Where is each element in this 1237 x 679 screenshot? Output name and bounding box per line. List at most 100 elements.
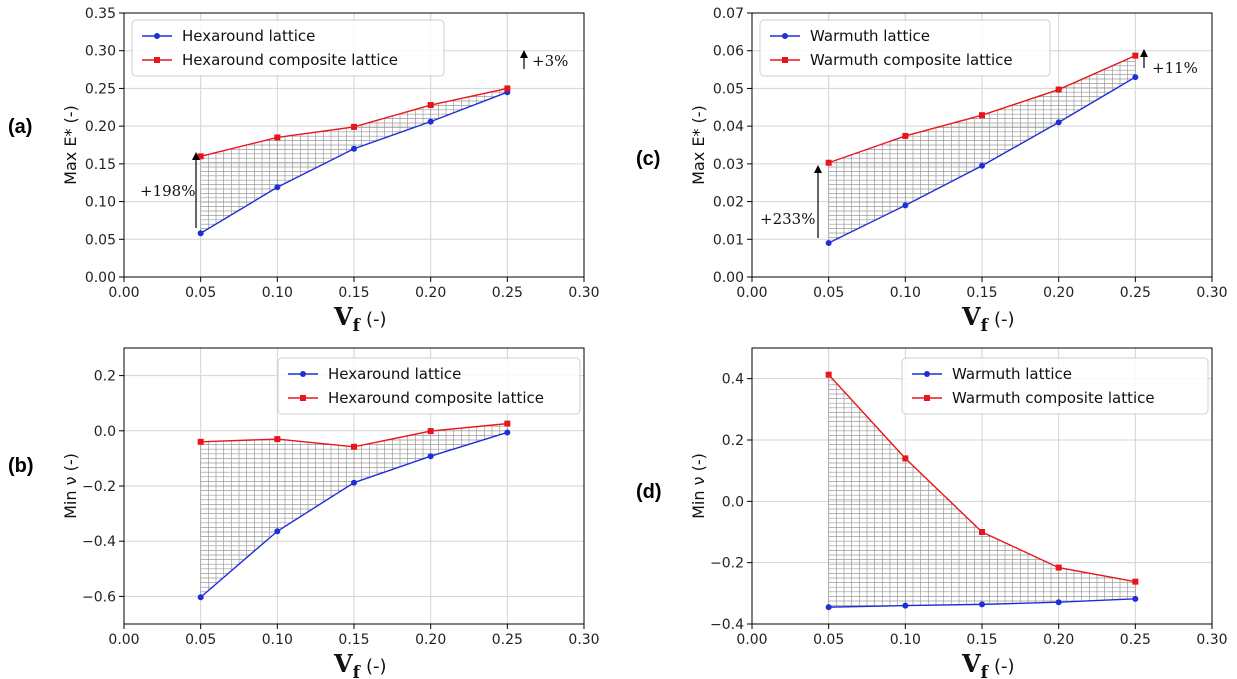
y-tick-label: 0.10 — [85, 195, 116, 211]
legend-marker-1 — [154, 57, 160, 63]
series-point-0-3 — [427, 453, 434, 460]
y-tick-label: −0.4 — [710, 617, 744, 633]
series-point-1-2 — [979, 112, 985, 119]
annotation-arrow-head — [814, 165, 822, 173]
x-axis-label: Vf (-) — [333, 302, 387, 336]
y-tick-label: 0.15 — [85, 157, 116, 173]
panel-label-d: (d) — [636, 481, 662, 503]
x-axis-label-unit: (-) — [994, 656, 1015, 677]
legend-box — [759, 19, 1051, 77]
x-tick-label: 0.30 — [568, 285, 599, 301]
y-axis-label: Max E* (-) — [689, 105, 708, 185]
x-tick-label: 0.10 — [890, 285, 921, 301]
legend-label-1: Hexaround composite lattice — [182, 51, 398, 69]
y-tick-label: 0.0 — [722, 494, 744, 510]
series-point-1-3 — [1055, 564, 1062, 571]
series-point-0-3 — [427, 118, 434, 125]
series-point-0-3 — [1055, 119, 1062, 126]
series-point-0-0 — [825, 240, 832, 247]
series-point-1-1 — [274, 134, 281, 141]
x-tick-label: 0.25 — [1120, 285, 1151, 301]
legend-marker-1 — [300, 395, 306, 401]
y-tick-label: 0.00 — [85, 270, 116, 286]
series-point-0-1 — [902, 602, 909, 609]
series-point-1-2 — [351, 443, 357, 450]
legend-label-0: Hexaround lattice — [328, 365, 461, 383]
y-tick-label: −0.2 — [82, 479, 116, 495]
x-axis-label-sub: f — [353, 663, 362, 679]
y-tick-label: 0.35 — [85, 6, 116, 22]
series-point-0-3 — [1055, 599, 1062, 606]
legend-marker-0 — [154, 33, 160, 39]
x-tick-label: 0.15 — [338, 285, 369, 301]
y-axis-label: Min ν (-) — [689, 453, 708, 519]
x-tick-label: 0.15 — [338, 632, 369, 648]
x-tick-label: 0.00 — [736, 285, 767, 301]
x-tick-label: 0.05 — [185, 285, 216, 301]
x-axis-label-sub: f — [353, 316, 362, 336]
x-tick-label: 0.25 — [492, 285, 523, 301]
legend-label-1: Warmuth composite lattice — [810, 51, 1013, 69]
x-axis-label-sub: f — [981, 316, 990, 336]
series-point-0-2 — [351, 145, 357, 152]
x-tick-label: 0.05 — [813, 632, 844, 648]
series-point-0-1 — [274, 184, 281, 191]
chart-d: 0.00 0.05 0.10 0.15 0.20 0.25 0.30 −0.4 −0.2 0.0 0… — [689, 347, 1228, 679]
y-tick-label: 0.2 — [722, 433, 744, 449]
y-tick-label: 0.00 — [713, 270, 744, 286]
x-tick-label: 0.00 — [108, 285, 139, 301]
series-point-1-3 — [427, 102, 434, 109]
x-tick-label: 0.10 — [890, 632, 921, 648]
series-point-1-1 — [274, 436, 281, 443]
y-tick-label: 0.03 — [713, 157, 744, 173]
x-axis-label-unit: (-) — [366, 309, 387, 330]
y-tick-label: 0.05 — [85, 232, 116, 248]
legend-box — [131, 19, 445, 77]
x-axis-label: Vf (-) — [961, 649, 1015, 679]
annotation-arrow-head — [1140, 49, 1148, 57]
x-axis-label-main: V — [961, 649, 981, 678]
series-point-1-1 — [902, 132, 909, 139]
hatch-region — [828, 374, 1136, 608]
series-point-1-4 — [1132, 578, 1139, 585]
legend-label-1: Warmuth composite lattice — [952, 389, 1155, 407]
x-axis-label-unit: (-) — [994, 309, 1015, 330]
y-axis-label: Min ν (-) — [61, 453, 80, 519]
series-point-1-4 — [1132, 52, 1139, 59]
y-tick-label: 0.30 — [85, 44, 116, 60]
y-tick-label: −0.6 — [82, 589, 116, 605]
x-axis-label-unit: (-) — [366, 656, 387, 677]
hatch-region — [200, 423, 508, 598]
x-tick-label: 0.30 — [568, 632, 599, 648]
y-tick-label: 0.25 — [85, 81, 116, 97]
chart-a: 0.00 0.05 0.10 0.15 0.20 0.25 0.30 0.00 0.05 0.10… — [61, 6, 600, 336]
x-tick-label: 0.05 — [813, 285, 844, 301]
panel-label-c: (c) — [636, 148, 660, 170]
series-point-1-2 — [351, 123, 357, 130]
y-axis-label: Max E* (-) — [61, 105, 80, 185]
x-axis-label: Vf (-) — [961, 302, 1015, 336]
legend-box — [901, 357, 1209, 415]
annotation-0: +233% — [760, 165, 822, 238]
x-tick-label: 0.00 — [108, 632, 139, 648]
legend-label-0: Warmuth lattice — [952, 365, 1072, 383]
annotation-1: +3% — [520, 50, 568, 70]
series-point-0-1 — [902, 202, 909, 209]
x-tick-label: 0.20 — [1043, 285, 1074, 301]
y-tick-label: 0.0 — [94, 424, 116, 440]
x-tick-label: 0.15 — [966, 632, 997, 648]
series-point-1-4 — [504, 85, 511, 92]
y-tick-label: 0.20 — [85, 119, 116, 135]
x-axis-label-main: V — [333, 649, 353, 678]
y-tick-label: 0.04 — [713, 119, 744, 135]
legend-marker-0 — [782, 33, 788, 39]
x-tick-label: 0.15 — [966, 285, 997, 301]
annotation-text: +233% — [760, 210, 815, 228]
series-point-0-4 — [1132, 74, 1139, 81]
x-axis-label-sub: f — [981, 663, 990, 679]
annotation-text: +11% — [1152, 59, 1198, 77]
x-tick-label: 0.05 — [185, 632, 216, 648]
panel-label-b: (b) — [8, 455, 34, 477]
annotation-text: +198% — [140, 182, 195, 200]
y-tick-label: 0.02 — [713, 195, 744, 211]
